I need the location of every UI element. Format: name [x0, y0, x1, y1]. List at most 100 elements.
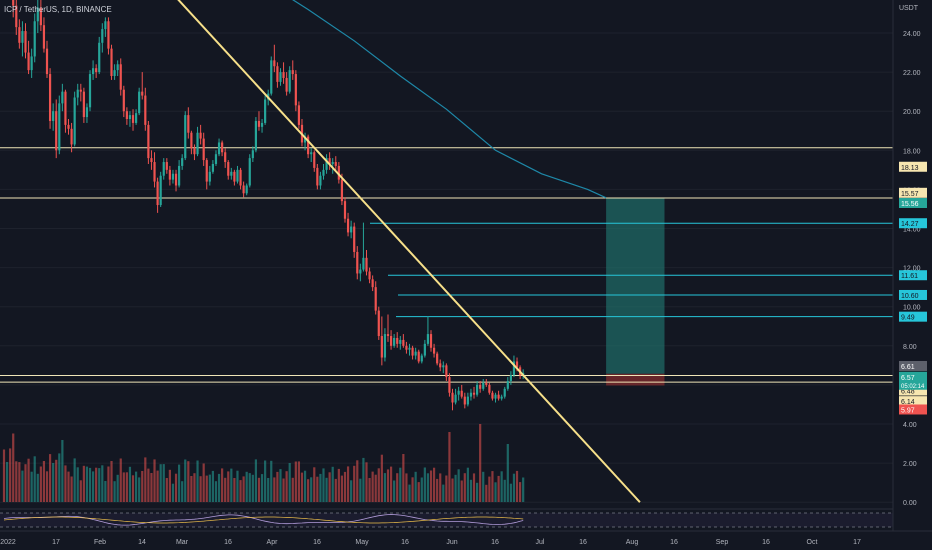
volume-bar: [340, 475, 344, 502]
time-tick-label: Aug: [626, 539, 639, 546]
candle: [436, 351, 439, 366]
volume-bar: [346, 466, 350, 502]
volume-bar: [374, 474, 377, 502]
volume-bar: [313, 467, 316, 502]
volume-bar: [279, 469, 282, 502]
candle: [199, 124, 202, 145]
volume-bar: [282, 478, 285, 502]
volume-bar: [5, 462, 9, 502]
time-tick-label: 17: [853, 539, 861, 546]
volume-bar: [162, 464, 165, 502]
candle-body: [95, 68, 98, 73]
candle-body: [113, 70, 116, 77]
candle-body: [414, 351, 417, 356]
candle: [184, 111, 187, 161]
candle-body: [488, 384, 491, 393]
candle-body: [138, 91, 141, 114]
volume-bar: [174, 473, 178, 502]
volume-bar: [436, 478, 439, 502]
price-tick-label: 22.00: [903, 70, 921, 77]
volume-bar: [319, 473, 322, 502]
candle: [313, 150, 316, 172]
candle: [107, 17, 110, 55]
candle: [396, 332, 399, 348]
volume-bar: [509, 483, 512, 502]
volume-bar: [211, 470, 214, 502]
candle-body: [494, 394, 497, 399]
volume-bar: [76, 467, 79, 502]
candle-body: [55, 111, 58, 151]
volume-bar: [457, 469, 460, 502]
candle: [178, 160, 181, 188]
level-price-tag-bg: [899, 198, 927, 209]
current-price-tag-bg: [899, 371, 927, 390]
volume-bar: [9, 448, 12, 502]
candle: [125, 107, 128, 125]
volume-bar: [377, 468, 380, 502]
candle-body: [178, 165, 181, 186]
price-tick-label: 24.00: [903, 31, 921, 38]
price-tick-label: 8.00: [903, 344, 917, 351]
candle: [64, 89, 67, 133]
position-zones: [606, 198, 665, 386]
volume-bar: [144, 457, 147, 502]
candle: [242, 181, 245, 198]
candle-body: [15, 5, 18, 28]
volume-bar: [18, 462, 21, 502]
candle: [211, 160, 214, 174]
candle: [131, 109, 135, 131]
candle-body: [199, 132, 202, 139]
candle: [116, 60, 119, 77]
time-tick-label: 17: [52, 539, 60, 546]
volume-bar: [193, 473, 196, 502]
candle-body: [190, 132, 193, 149]
volume-bar: [389, 466, 393, 502]
time-axis-bg: [0, 531, 932, 550]
candle: [205, 158, 208, 190]
candle: [224, 148, 227, 168]
candle: [497, 390, 500, 401]
candle: [307, 134, 310, 159]
candle-body: [98, 42, 101, 73]
candle-body: [242, 185, 245, 194]
candle-body: [245, 185, 248, 194]
candle-body: [128, 115, 132, 120]
candle-body: [251, 150, 254, 159]
volume-bar: [221, 468, 224, 502]
candle-body: [374, 287, 377, 311]
candle: [70, 122, 73, 153]
volume-bar: [138, 477, 141, 502]
candle: [260, 119, 264, 133]
level-price-tag: 6.48: [901, 389, 915, 396]
candle: [236, 165, 239, 184]
candle: [343, 197, 347, 223]
candle: [482, 379, 485, 391]
candle: [21, 21, 24, 57]
candle-body: [248, 158, 251, 186]
volume-bar: [214, 481, 218, 502]
volume-bar: [233, 478, 236, 502]
volume-bar: [171, 483, 175, 502]
candle: [110, 44, 113, 80]
candle-body: [224, 152, 227, 163]
volume-bar: [181, 481, 184, 502]
level-price-tag-bg: [899, 218, 927, 229]
grid: [0, 32, 893, 503]
candle-body: [368, 271, 371, 280]
volume-bar: [2, 449, 6, 502]
candle: [359, 263, 362, 282]
candle-body: [475, 384, 479, 395]
level-price-tag: 9.49: [901, 315, 915, 322]
candle-body: [184, 115, 187, 159]
candle: [33, 13, 36, 63]
candle-body: [276, 66, 279, 82]
candle-body: [217, 142, 221, 155]
volume-bars: [2, 424, 525, 502]
candle: [353, 222, 356, 258]
trendline-line: [177, 0, 641, 503]
volume-bar: [399, 467, 402, 502]
candle: [432, 343, 436, 358]
candle: [310, 148, 313, 163]
